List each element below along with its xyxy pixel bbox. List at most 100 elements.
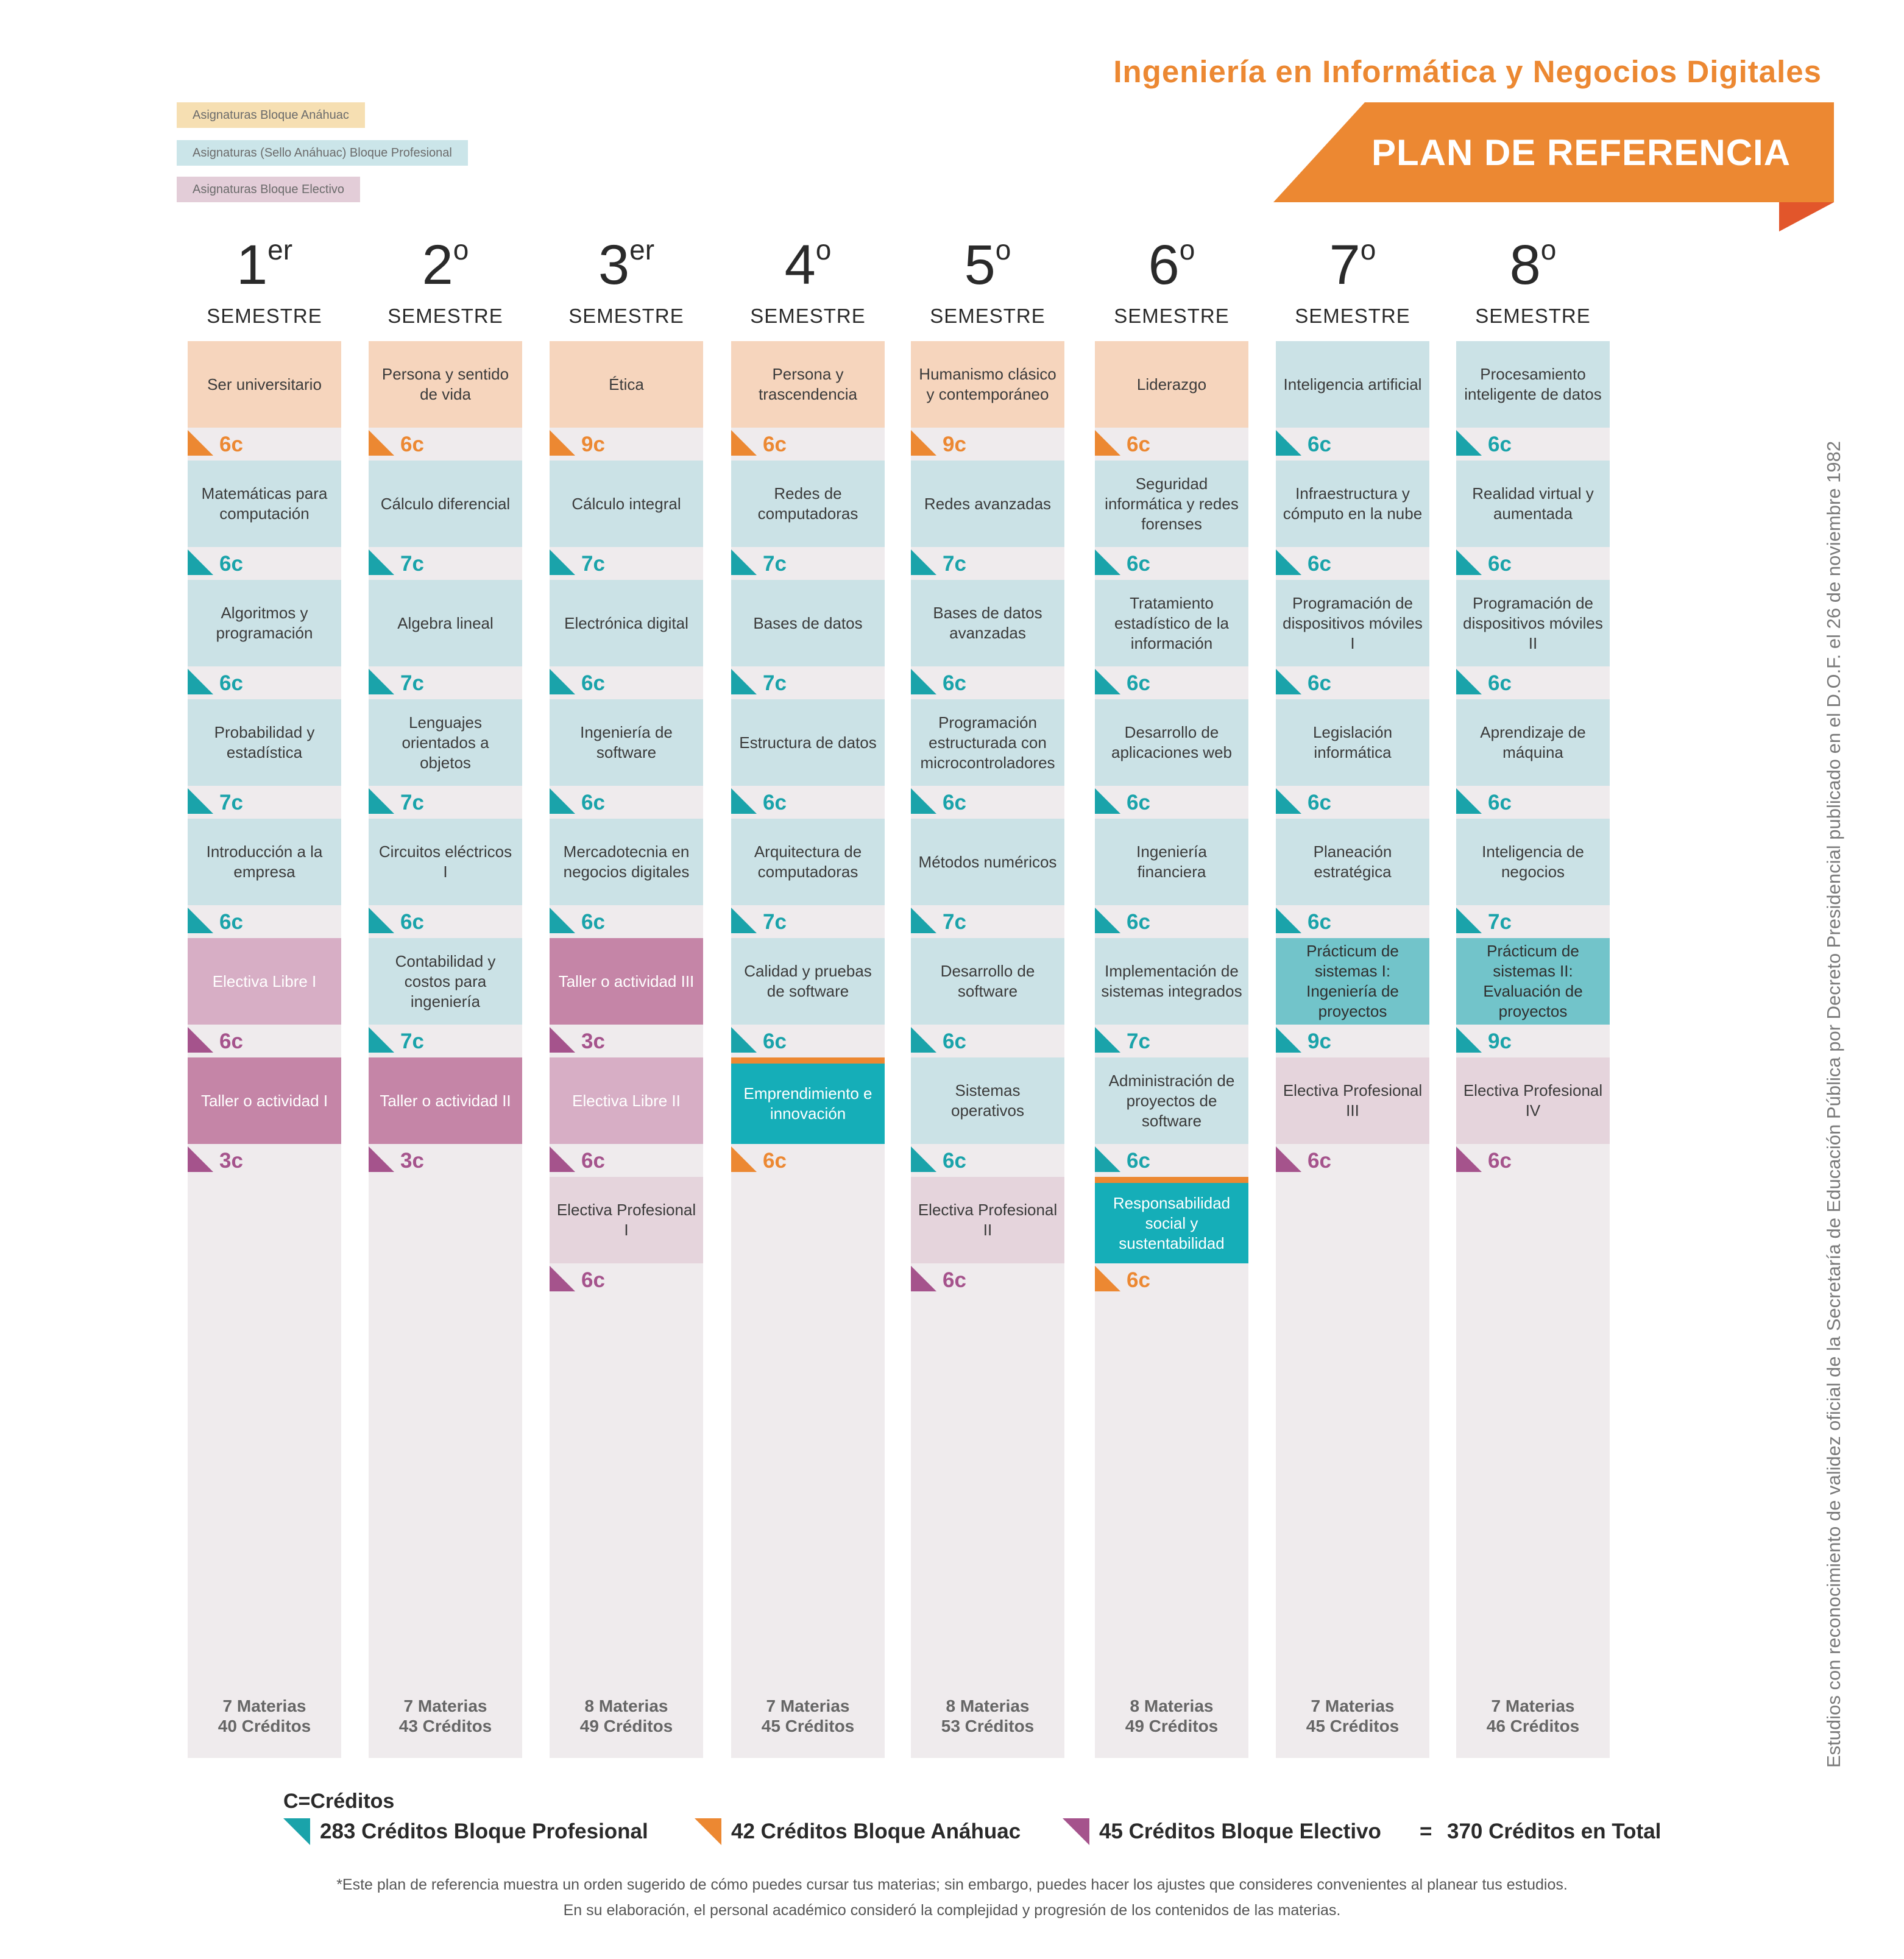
footer-electivo-text: 45 Créditos Bloque Electivo bbox=[1099, 1820, 1381, 1843]
credit-badge: 7c bbox=[369, 549, 490, 580]
course-card: Prácticum de sistemas II: Evaluación de … bbox=[1456, 938, 1610, 1025]
credit-badge: 6c bbox=[369, 908, 490, 938]
semester-ordinal: o bbox=[1540, 234, 1557, 266]
total-materias: 8 Materias bbox=[946, 1696, 1030, 1715]
credit-badge: 6c bbox=[550, 669, 671, 699]
plan-banner: PLAN DE REFERENCIA bbox=[1273, 102, 1834, 231]
course-card: Seguridad informática y redes forenses bbox=[1095, 461, 1248, 547]
credit-badge: 7c bbox=[1095, 1027, 1217, 1057]
footer-anahuac-text: 42 Créditos Bloque Anáhuac bbox=[731, 1820, 1021, 1843]
semester-8-column: 8o SEMESTRE Procesamiento inteligente de… bbox=[1456, 231, 1610, 1758]
credit-badge: 6c bbox=[911, 1266, 1033, 1296]
semester-totals: 8 Materias 49 Créditos bbox=[1095, 1696, 1248, 1736]
course-card: Procesamiento inteligente de datos bbox=[1456, 341, 1610, 428]
semester-heading: 7o SEMESTRE bbox=[1276, 231, 1429, 341]
course-card: Mercadotecnia en negocios digitales bbox=[550, 819, 703, 905]
semester-6-column: 6o SEMESTRE Liderazgo 6c Seguridad infor… bbox=[1095, 231, 1248, 1758]
credit-badge: 6c bbox=[1095, 669, 1217, 699]
semester-totals: 7 Materias 40 Créditos bbox=[188, 1696, 341, 1736]
credit-badge: 6c bbox=[1095, 430, 1217, 461]
total-creditos: 45 Créditos bbox=[1306, 1717, 1400, 1735]
credit-badge: 6c bbox=[1276, 430, 1398, 461]
credit-badge: 6c bbox=[1095, 908, 1217, 938]
course-card: Planeación estratégica bbox=[1276, 819, 1429, 905]
total-creditos: 49 Créditos bbox=[579, 1717, 673, 1735]
semester-2-column: 2o SEMESTRE Persona y sentido de vida 6c… bbox=[369, 231, 522, 1758]
credit-badge: 7c bbox=[369, 788, 490, 819]
program-title: Ingeniería en Informática y Negocios Dig… bbox=[1113, 54, 1822, 89]
credit-badge: 6c bbox=[188, 908, 310, 938]
course-card: Probabilidad y estadística bbox=[188, 699, 341, 786]
banner-ribbon-shape bbox=[1273, 102, 1834, 231]
credit-badge: 7c bbox=[369, 1027, 490, 1057]
course-card: Taller o actividad III bbox=[550, 938, 703, 1025]
column-background bbox=[731, 341, 885, 1758]
semester-heading: 3er SEMESTRE bbox=[550, 231, 703, 341]
semester-ordinal: o bbox=[815, 234, 832, 266]
credit-badge: 6c bbox=[188, 430, 310, 461]
course-card: Métodos numéricos bbox=[911, 819, 1064, 905]
course-card: Ser universitario bbox=[188, 341, 341, 428]
course-card: Responsabilidad social y sustentabilidad bbox=[1095, 1177, 1248, 1263]
course-card: Ingeniería de software bbox=[550, 699, 703, 786]
course-card: Algoritmos y programación bbox=[188, 580, 341, 666]
course-card: Desarrollo de software bbox=[911, 938, 1064, 1025]
semester-label: SEMESTRE bbox=[750, 305, 866, 327]
course-card: Programación estructurada con microcontr… bbox=[911, 699, 1064, 786]
course-card: Redes de computadoras bbox=[731, 461, 885, 547]
course-card: Lenguajes orientados a objetos bbox=[369, 699, 522, 786]
course-card: Ética bbox=[550, 341, 703, 428]
course-card: Electiva Profesional II bbox=[911, 1177, 1064, 1263]
legend-anahuac: Asignaturas Bloque Anáhuac bbox=[177, 102, 365, 128]
course-card: Administración de proyectos de software bbox=[1095, 1057, 1248, 1144]
purple-triangle-icon bbox=[1063, 1818, 1089, 1845]
total-materias: 7 Materias bbox=[1491, 1696, 1575, 1715]
credit-badge: 6c bbox=[188, 1027, 310, 1057]
disclaimer-line-1: *Este plan de referencia muestra un orde… bbox=[336, 1876, 1568, 1893]
credit-badge: 6c bbox=[1095, 1266, 1217, 1296]
semester-heading: 5o SEMESTRE bbox=[911, 231, 1064, 341]
semester-totals: 7 Materias 45 Créditos bbox=[731, 1696, 885, 1736]
semester-ordinal: o bbox=[1360, 234, 1376, 266]
course-card: Emprendimiento e innovación bbox=[731, 1057, 885, 1144]
total-creditos: 46 Créditos bbox=[1486, 1717, 1580, 1735]
credit-badge: 6c bbox=[1456, 549, 1578, 580]
teal-triangle-icon bbox=[283, 1818, 310, 1845]
credit-badge: 6c bbox=[911, 1146, 1033, 1177]
credit-badge: 6c bbox=[1095, 1146, 1217, 1177]
credit-badge: 6c bbox=[731, 788, 853, 819]
semester-1-column: 1er SEMESTRE Ser universitario 6c Matemá… bbox=[188, 231, 341, 1758]
course-card: Matemáticas para computación bbox=[188, 461, 341, 547]
semester-4-column: 4o SEMESTRE Persona y trascendencia 6c R… bbox=[731, 231, 885, 1758]
credit-badge: 6c bbox=[550, 908, 671, 938]
semester-label: SEMESTRE bbox=[1475, 305, 1591, 327]
course-card: Persona y sentido de vida bbox=[369, 341, 522, 428]
course-card: Tratamiento estadístico de la informació… bbox=[1095, 580, 1248, 666]
semester-label: SEMESTRE bbox=[930, 305, 1046, 327]
semester-totals: 7 Materias 46 Créditos bbox=[1456, 1696, 1610, 1736]
column-background bbox=[911, 341, 1064, 1758]
credit-badge: 6c bbox=[369, 430, 490, 461]
course-card: Estructura de datos bbox=[731, 699, 885, 786]
semester-number: 3 bbox=[598, 234, 630, 296]
course-card: Electiva Profesional III bbox=[1276, 1057, 1429, 1144]
credit-badge: 6c bbox=[1456, 1146, 1578, 1177]
course-card: Calidad y pruebas de software bbox=[731, 938, 885, 1025]
course-card: Prácticum de sistemas I: Ingeniería de p… bbox=[1276, 938, 1429, 1025]
credit-badge: 7c bbox=[369, 669, 490, 699]
column-background bbox=[1276, 341, 1429, 1758]
course-card: Taller o actividad II bbox=[369, 1057, 522, 1144]
course-card: Arquitectura de computadoras bbox=[731, 819, 885, 905]
total-materias: 7 Materias bbox=[222, 1696, 306, 1715]
credit-badge: 6c bbox=[1276, 669, 1398, 699]
total-creditos: 40 Créditos bbox=[218, 1717, 311, 1735]
credit-badge: 6c bbox=[1276, 788, 1398, 819]
semester-label: SEMESTRE bbox=[207, 305, 322, 327]
credit-badge: 7c bbox=[731, 549, 853, 580]
legend-electivo: Asignaturas Bloque Electivo bbox=[177, 177, 361, 202]
total-materias: 7 Materias bbox=[1311, 1696, 1395, 1715]
course-card: Cálculo diferencial bbox=[369, 461, 522, 547]
course-card: Electiva Libre II bbox=[550, 1057, 703, 1144]
total-materias: 7 Materias bbox=[403, 1696, 487, 1715]
column-background bbox=[1095, 341, 1248, 1758]
